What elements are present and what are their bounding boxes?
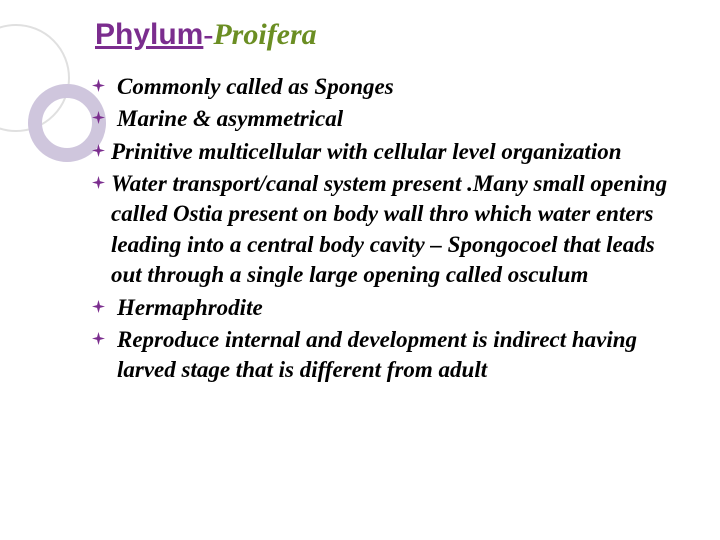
list-item-text: Commonly called as Sponges <box>117 72 394 102</box>
list-item-text: Hermaphrodite <box>117 293 263 323</box>
list-item: Commonly called as Sponges <box>92 72 672 102</box>
bullet-list: Commonly called as SpongesMarine & asymm… <box>92 72 672 388</box>
diamond-bullet-icon <box>92 111 105 129</box>
list-item-text: Water transport/canal system present .Ma… <box>111 169 672 290</box>
diamond-bullet-icon <box>92 332 105 350</box>
list-item-text: Prinitive multicellular with cellular le… <box>111 137 622 167</box>
list-item: Prinitive multicellular with cellular le… <box>92 137 672 167</box>
diamond-bullet-icon <box>92 300 105 318</box>
slide: Phylum-Proifera Commonly called as Spong… <box>0 0 720 540</box>
list-item: Marine & asymmetrical <box>92 104 672 134</box>
diamond-bullet-icon <box>92 144 105 162</box>
list-item-text: Reproduce internal and development is in… <box>117 325 672 386</box>
title-phylum: Phylum <box>95 18 203 51</box>
list-item: Water transport/canal system present .Ma… <box>92 169 672 290</box>
slide-title: Phylum-Proifera <box>95 18 317 52</box>
list-item: Hermaphrodite <box>92 293 672 323</box>
title-subtitle: Proifera <box>213 18 316 51</box>
list-item: Reproduce internal and development is in… <box>92 325 672 386</box>
diamond-bullet-icon <box>92 176 105 194</box>
list-item-text: Marine & asymmetrical <box>117 104 343 134</box>
diamond-bullet-icon <box>92 79 105 97</box>
title-dash: - <box>203 18 213 51</box>
